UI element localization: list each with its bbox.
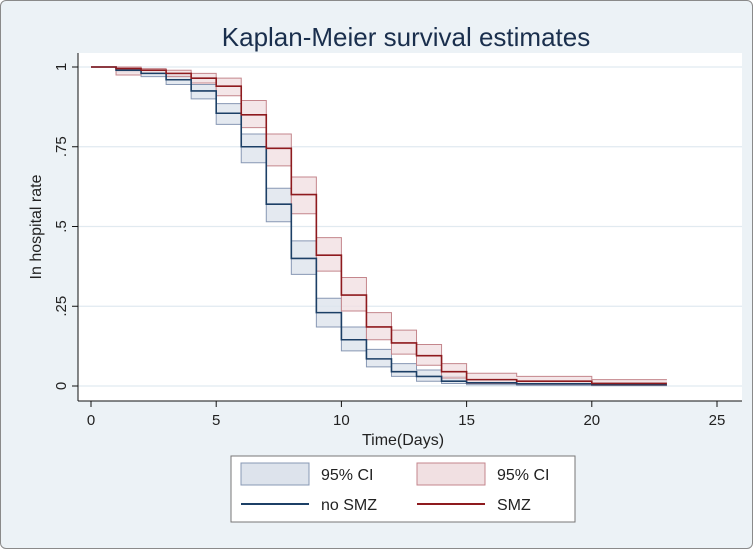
ci-band-no-smz-6 (241, 133, 267, 163)
legend-ci-swatch-no-smz (240, 462, 310, 486)
ci-band-smz-15 (466, 373, 517, 384)
y-tick-label-3: .75 (53, 136, 70, 157)
legend-label-smz: SMZ (497, 497, 531, 514)
x-axis-title: Time(Days) (362, 432, 444, 449)
legend-ci-label-smz: 95% CI (497, 467, 549, 484)
x-tick-label-2: 10 (333, 412, 350, 429)
x-tick-label-5: 25 (709, 412, 726, 429)
x-tick-label-1: 5 (212, 412, 220, 429)
x-tick-label-4: 20 (583, 412, 600, 429)
ci-band-no-smz-12 (391, 363, 417, 377)
x-tick-label-0: 0 (87, 412, 95, 429)
ci-band-smz-7 (266, 133, 292, 166)
legend-ci-label-no-smz: 95% CI (321, 467, 373, 484)
survival-line-smz (91, 66, 667, 385)
x-tick-label-3: 15 (458, 412, 475, 429)
y-tick-label-2: .5 (53, 220, 70, 233)
ci-band-smz-17 (591, 379, 667, 386)
y-tick-label-1: .25 (53, 296, 70, 317)
legend-ci-swatch-smz (416, 462, 486, 486)
ci-band-no-smz-14 (441, 376, 467, 384)
y-tick-label-4: 1 (53, 63, 70, 71)
legend-label-no-smz: no SMZ (321, 497, 377, 514)
y-axis-title: In hospital rate (28, 174, 45, 279)
chart-title: Kaplan-Meier survival estimates (222, 22, 590, 52)
legend: 95% CI 95% CI no SMZ SMZ (230, 455, 576, 523)
axes: 0 5 10 15 20 25 0 .25 .5 .75 1 (53, 53, 742, 429)
survival-curves (91, 66, 667, 386)
survival-line-no-smz (91, 66, 667, 386)
y-tick-label-0: 0 (53, 382, 70, 390)
